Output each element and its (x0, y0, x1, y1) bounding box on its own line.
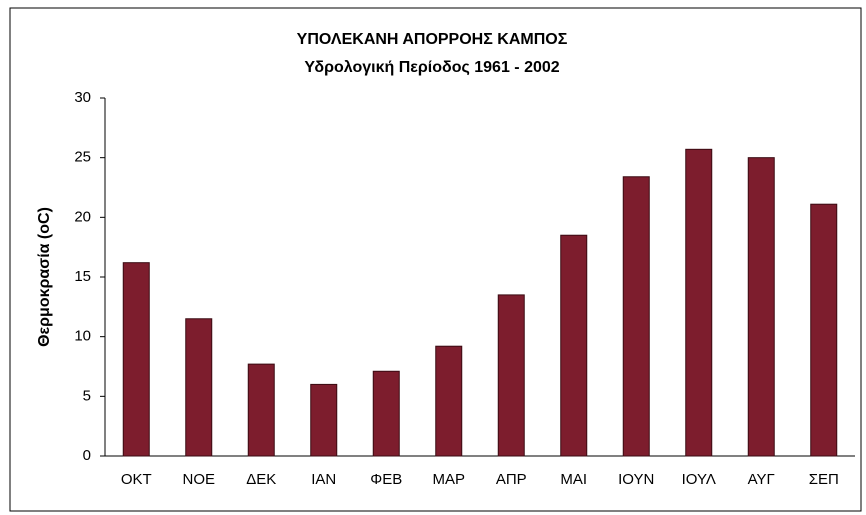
x-tick-label: ΑΠΡ (496, 471, 527, 488)
y-tick-label: 10 (74, 328, 91, 345)
x-tick-label: ΔΕΚ (246, 471, 276, 488)
x-tick-label: ΙΟΥΛ (682, 471, 716, 488)
bar (435, 345, 463, 457)
bar (810, 203, 838, 457)
chart-subtitle: Υδρολογική Περίοδος 1961 - 2002 (304, 59, 559, 76)
bar (747, 157, 775, 457)
bar (247, 363, 275, 457)
y-axis-label: Θερμοκρασία (oC) (36, 207, 53, 347)
chart-title: ΥΠΟΛΕΚΑΝΗ ΑΠΟΡΡΟΗΣ ΚΑΜΠΟΣ (297, 31, 568, 48)
bar (560, 234, 588, 457)
y-tick-label: 5 (83, 387, 91, 404)
y-tick-label: 0 (83, 447, 91, 464)
bar (122, 262, 150, 457)
x-tick-label: ΦΕΒ (370, 471, 402, 488)
x-tick-label: ΜΑΡ (432, 471, 465, 488)
x-tick-label: ΣΕΠ (809, 471, 839, 488)
x-tick-label: ΙΑΝ (311, 471, 336, 488)
x-tick-label: ΜΑΙ (560, 471, 587, 488)
x-tick-label: ΟΚΤ (121, 471, 152, 488)
y-tick-label: 30 (74, 89, 91, 106)
bar (185, 318, 213, 457)
x-tick-label: ΝΟΕ (182, 471, 215, 488)
x-tick-label: ΙΟΥΝ (618, 471, 654, 488)
bar (622, 176, 650, 457)
y-tick-label: 20 (74, 208, 91, 225)
x-tick-label: ΑΥΓ (748, 471, 775, 488)
bar (372, 370, 400, 457)
bar (310, 383, 338, 457)
bar (497, 294, 525, 457)
bar (685, 148, 713, 457)
y-tick-label: 15 (74, 268, 91, 285)
y-tick-label: 25 (74, 149, 91, 166)
